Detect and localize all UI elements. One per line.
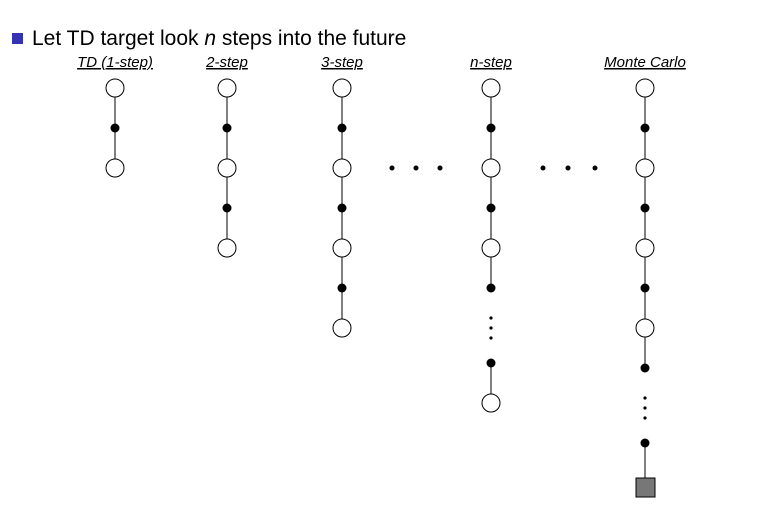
action-node <box>640 123 650 133</box>
ellipsis-dot <box>413 165 419 171</box>
action-node <box>337 123 347 133</box>
bullet-part: n <box>204 27 216 50</box>
state-node <box>481 78 501 98</box>
action-node <box>486 283 496 293</box>
state-node <box>217 158 237 178</box>
ellipsis-dot <box>540 165 546 171</box>
ellipsis-dot <box>643 416 647 420</box>
ellipsis-dot <box>592 165 598 171</box>
action-node <box>486 203 496 213</box>
state-node <box>217 238 237 258</box>
column-label: Monte Carlo <box>604 54 686 71</box>
action-node <box>640 363 650 373</box>
state-node <box>481 238 501 258</box>
action-node <box>222 203 232 213</box>
state-node <box>332 238 352 258</box>
state-node <box>635 78 655 98</box>
action-node <box>337 283 347 293</box>
column-label: n-step <box>470 54 512 71</box>
action-node <box>486 123 496 133</box>
state-node <box>635 158 655 178</box>
ellipsis-dot <box>565 165 571 171</box>
ellipsis-dot <box>437 165 443 171</box>
action-node <box>110 123 120 133</box>
state-node <box>332 78 352 98</box>
action-node <box>222 123 232 133</box>
bullet-part: steps into the future <box>216 27 406 50</box>
state-node <box>481 158 501 178</box>
action-node <box>640 438 650 448</box>
ellipsis-dot <box>489 316 493 320</box>
action-node <box>640 203 650 213</box>
ellipsis-dot <box>643 406 647 410</box>
state-node <box>105 78 125 98</box>
ellipsis-dot <box>489 336 493 340</box>
state-node <box>332 318 352 338</box>
state-node <box>635 318 655 338</box>
bullet-marker <box>12 33 23 44</box>
action-node <box>486 358 496 368</box>
state-node <box>105 158 125 178</box>
backup-diagrams: TD (1-step) 2-step 3-step n-step Monte Carlo <box>77 54 686 498</box>
bullet-text: Let TD target look n steps into the futu… <box>32 27 406 50</box>
state-node <box>332 158 352 178</box>
bullet-part: Let TD target look <box>32 27 204 50</box>
state-node <box>635 238 655 258</box>
action-node <box>337 203 347 213</box>
state-node <box>481 393 501 413</box>
ellipsis-dot <box>643 396 647 400</box>
terminal-node <box>635 477 656 498</box>
action-node <box>640 283 650 293</box>
state-node <box>217 78 237 98</box>
column-label: 3-step <box>321 54 363 71</box>
ellipsis-dot <box>489 326 493 330</box>
column-label: TD (1-step) <box>77 54 153 71</box>
ellipsis-dot <box>389 165 395 171</box>
column-label: 2-step <box>205 54 248 71</box>
